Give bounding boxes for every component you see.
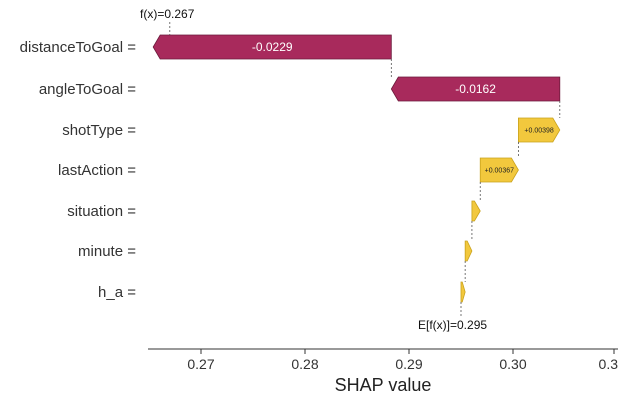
feature-label: angleToGoal = (39, 81, 136, 98)
feature-label: minute = (78, 243, 136, 260)
feature-label: distanceToGoal = (20, 39, 137, 56)
value-label: +0.00398 (524, 128, 553, 135)
x-tick-label: 0.28 (291, 356, 318, 372)
x-tick-label: 0.3 (599, 356, 619, 372)
x-axis-label: SHAP value (335, 375, 432, 395)
feature-label: h_a = (98, 284, 136, 301)
efx-annotation: E[f(x)]=0.295 (418, 318, 487, 332)
bar-distancetogoal (152, 34, 392, 60)
fx-annotation: f(x)=0.267 (140, 7, 195, 21)
value-label: +0.00367 (485, 168, 514, 175)
bar-angletogoal (390, 76, 561, 102)
x-tick-label: 0.27 (187, 356, 214, 372)
feature-label: situation = (67, 203, 136, 220)
x-ticks-layer: 0.27 0.28 0.29 0.30 0.3 (187, 349, 618, 372)
value-label: -0.0162 (455, 82, 496, 96)
bar-situation (471, 200, 481, 222)
bar-lastaction (479, 157, 519, 183)
feature-label: shotType = (62, 122, 136, 139)
value-label: -0.0229 (252, 40, 293, 54)
feature-label: lastAction = (58, 162, 136, 179)
rows-layer: distanceToGoal = -0.0229 angleToGoal = -0.0… (20, 34, 561, 303)
connectors-layer (169, 22, 561, 318)
x-tick-label: 0.29 (395, 356, 422, 372)
bar-h_a (460, 281, 466, 303)
bar-minute (464, 240, 473, 262)
bar-shottype (518, 117, 561, 143)
x-tick-label: 0.30 (499, 356, 526, 372)
